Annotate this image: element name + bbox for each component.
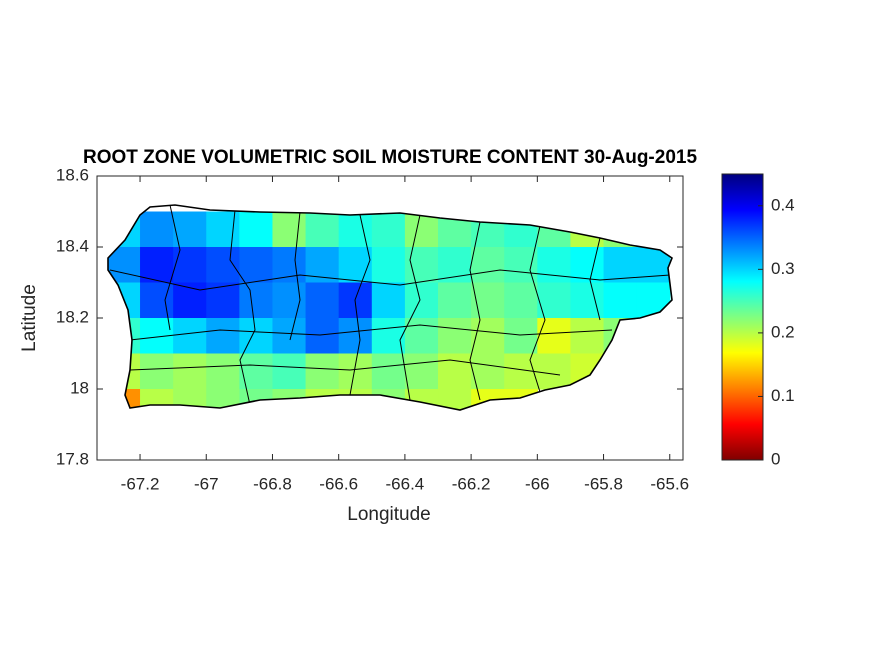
heat-cell [371, 211, 406, 248]
heat-cell [239, 247, 274, 284]
chart-title: ROOT ZONE VOLUMETRIC SOIL MOISTURE CONTE… [83, 147, 697, 168]
heat-cell [603, 282, 638, 319]
heat-cell [338, 353, 373, 390]
heat-cell [239, 211, 274, 248]
heat-cell [504, 247, 538, 284]
heat-cell [471, 282, 505, 319]
x-tick-label: -66 [525, 474, 550, 493]
heat-cell [537, 282, 572, 319]
heat-cell [173, 353, 207, 390]
heat-cell [471, 318, 505, 355]
heat-cell [173, 247, 207, 284]
y-tick-label: 18.2 [56, 307, 89, 326]
heat-cell [305, 282, 340, 319]
colorbar-tick-label: 0.3 [771, 259, 795, 278]
heat-cell [272, 247, 307, 284]
x-tick-label: -67.2 [121, 474, 160, 493]
heat-cell [438, 247, 472, 284]
heat-cell [537, 318, 572, 355]
heat-cell [570, 247, 605, 284]
heat-cell [206, 389, 240, 410]
heat-cell [537, 247, 572, 284]
heat-cell [272, 211, 307, 248]
x-tick-label: -66.6 [319, 474, 358, 493]
heat-cell [338, 247, 373, 284]
heat-cell [272, 282, 307, 319]
x-tick-label: -66.4 [386, 474, 425, 493]
heat-cell [371, 353, 406, 390]
heat-cell [338, 318, 373, 355]
heat-cell [305, 353, 340, 390]
municipal-borders [109, 205, 671, 406]
heat-cell [140, 247, 174, 284]
heat-cell [338, 211, 373, 248]
heat-cell [438, 318, 472, 355]
x-tick-label: -67 [194, 474, 219, 493]
y-tick-label: 17.8 [56, 449, 89, 468]
heat-cell [404, 282, 439, 319]
heat-cell [504, 318, 538, 355]
heat-cell [305, 318, 340, 355]
heat-cell [438, 353, 472, 390]
heat-cell [404, 353, 439, 390]
heat-cell [404, 247, 439, 284]
heat-cell [206, 247, 240, 284]
heat-cell [371, 318, 406, 355]
heat-cell [173, 211, 207, 248]
heat-cell [140, 211, 174, 248]
heat-cell [305, 211, 340, 248]
heat-cell [272, 318, 307, 355]
heat-cell [438, 282, 472, 319]
heat-cell [272, 353, 307, 390]
heat-cell [239, 353, 274, 390]
heat-cell [371, 282, 406, 319]
y-tick-label: 18 [70, 378, 89, 397]
heat-cell [537, 353, 572, 390]
island-outline [107, 204, 673, 411]
heat-cell [570, 282, 605, 319]
heat-cell [404, 318, 439, 355]
y-tick-label: 18.6 [56, 165, 89, 184]
colorbar [721, 173, 764, 461]
colorbar-tick-label: 0.1 [771, 386, 795, 405]
heat-cell [371, 247, 406, 284]
x-tick-label: -65.6 [650, 474, 689, 493]
heat-cell [140, 353, 174, 390]
heat-cell [603, 247, 638, 284]
x-tick-label: -65.8 [584, 474, 623, 493]
heat-cell [206, 211, 240, 248]
x-tick-label: -66.8 [253, 474, 292, 493]
heat-cell [173, 282, 207, 319]
heat-cell [570, 318, 605, 355]
heat-cell [471, 247, 505, 284]
colorbar-tick-label: 0.2 [771, 322, 795, 341]
heat-cell [239, 318, 274, 355]
heat-cell [206, 353, 240, 390]
colorbar-tick-label: 0.4 [771, 195, 795, 214]
heat-cell [173, 318, 207, 355]
heat-cell [239, 282, 274, 319]
heat-cell [504, 282, 538, 319]
heat-cell [471, 353, 505, 390]
x-axis-label: Longitude [347, 504, 430, 525]
heat-cell [438, 389, 472, 410]
heat-cell [206, 318, 240, 355]
y-tick-label: 18.4 [56, 236, 89, 255]
y-axis-label: Latitude [19, 284, 40, 352]
colorbar-tick-label: 0 [771, 449, 780, 468]
x-tick-label: -66.2 [452, 474, 491, 493]
